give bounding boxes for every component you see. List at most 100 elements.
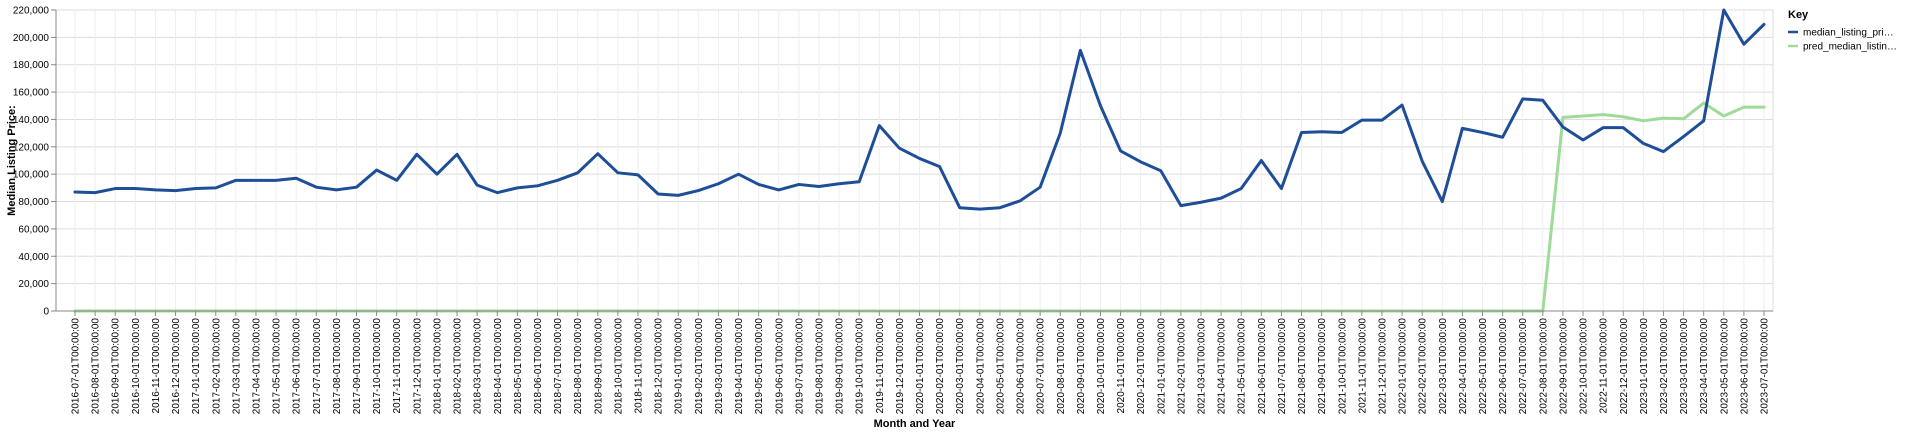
x-tick-label: 2022-09-01T00:00:00	[1558, 318, 1569, 415]
x-tick-label: 2022-05-01T00:00:00	[1478, 318, 1489, 415]
x-tick-label: 2022-11-01T00:00:00	[1599, 318, 1610, 414]
x-tick-label: 2017-03-01T00:00:00	[231, 318, 242, 415]
x-tick-label: 2020-11-01T00:00:00	[1116, 318, 1127, 414]
x-tick-label: 2017-11-01T00:00:00	[392, 318, 403, 414]
legend-title: Key	[1788, 9, 1809, 21]
x-tick-label: 2017-12-01T00:00:00	[412, 318, 423, 415]
x-tick-label: 2019-08-01T00:00:00	[814, 318, 825, 415]
x-tick-label: 2023-05-01T00:00:00	[1719, 318, 1730, 415]
x-tick-label: 2019-02-01T00:00:00	[694, 318, 705, 415]
x-tick-label: 2022-06-01T00:00:00	[1498, 318, 1509, 415]
x-tick-label: 2020-09-01T00:00:00	[1076, 318, 1087, 415]
x-tick-label: 2021-09-01T00:00:00	[1317, 318, 1328, 415]
y-tick-label: 180,000	[13, 60, 50, 71]
x-tick-label: 2018-12-01T00:00:00	[654, 318, 665, 415]
x-tick-label: 2018-11-01T00:00:00	[634, 318, 645, 414]
legend-label-0: median_listing_pri…	[1803, 28, 1894, 39]
y-tick-label: 20,000	[18, 279, 49, 290]
x-tick-label: 2022-01-01T00:00:00	[1398, 318, 1409, 415]
x-tick-label: 2022-08-01T00:00:00	[1538, 318, 1549, 415]
x-tick-label: 2020-06-01T00:00:00	[1016, 318, 1027, 415]
x-tick-label: 2017-07-01T00:00:00	[312, 318, 323, 415]
y-tick-label: 60,000	[18, 224, 49, 235]
x-tick-label: 2017-01-01T00:00:00	[191, 318, 202, 415]
x-tick-label: 2016-10-01T00:00:00	[131, 318, 142, 415]
y-tick-label: 0	[43, 307, 49, 318]
x-tick-label: 2019-01-01T00:00:00	[674, 318, 685, 415]
x-tick-label: 2019-07-01T00:00:00	[794, 318, 805, 415]
y-tick-label: 80,000	[18, 197, 49, 208]
y-tick-label: 160,000	[13, 88, 50, 99]
plot-frame	[55, 9, 1774, 312]
x-tick-label: 2017-05-01T00:00:00	[272, 318, 283, 415]
x-tick-label: 2023-02-01T00:00:00	[1659, 318, 1670, 415]
x-tick-label: 2020-07-01T00:00:00	[1036, 318, 1047, 415]
x-tick-label: 2017-04-01T00:00:00	[251, 318, 262, 415]
x-tick-label: 2021-05-01T00:00:00	[1237, 318, 1248, 415]
y-tick-label: 140,000	[13, 115, 50, 126]
gridlines	[56, 9, 1773, 312]
x-tick-label: 2022-10-01T00:00:00	[1579, 318, 1590, 415]
legend-label-1: pred_median_listin…	[1803, 42, 1897, 53]
x-tick-label: 2021-01-01T00:00:00	[1156, 318, 1167, 415]
y-axis: 0 20,000 40,000 60,000 80,000 100,000 120,000 1…	[13, 6, 57, 318]
y-tick-label: 40,000	[18, 252, 49, 263]
x-tick-label: 2020-10-01T00:00:00	[1096, 318, 1107, 415]
x-tick-label: 2020-12-01T00:00:00	[1136, 318, 1147, 415]
x-tick-label: 2021-02-01T00:00:00	[1176, 318, 1187, 415]
x-tick-label: 2018-08-01T00:00:00	[573, 318, 584, 415]
x-tick-label: 2021-06-01T00:00:00	[1257, 318, 1268, 415]
x-tick-label: 2023-07-01T00:00:00	[1760, 318, 1771, 415]
y-tick-label: 120,000	[13, 142, 50, 153]
y-tick-label: 200,000	[13, 33, 50, 44]
x-tick-label: 2019-03-01T00:00:00	[714, 318, 725, 415]
series-line-0	[73, 8, 1766, 211]
x-tick-label: 2018-04-01T00:00:00	[493, 318, 504, 415]
legend: Key median_listing_pri… pred_median_listi…	[1788, 9, 1897, 53]
x-tick-label: 2019-09-01T00:00:00	[835, 318, 846, 415]
x-tick-label: 2016-09-01T00:00:00	[111, 318, 122, 415]
x-tick-label: 2019-04-01T00:00:00	[734, 318, 745, 415]
x-tick-label: 2023-04-01T00:00:00	[1699, 318, 1710, 415]
x-tick-label: 2018-02-01T00:00:00	[453, 318, 464, 415]
x-tick-label: 2020-01-01T00:00:00	[915, 318, 926, 415]
x-tick-label: 2017-08-01T00:00:00	[332, 318, 343, 415]
x-tick-label: 2022-07-01T00:00:00	[1518, 318, 1529, 415]
x-tick-label: 2018-07-01T00:00:00	[553, 318, 564, 415]
x-tick-label: 2016-08-01T00:00:00	[91, 318, 102, 415]
x-tick-label: 2018-05-01T00:00:00	[513, 318, 524, 415]
x-tick-label: 2020-05-01T00:00:00	[995, 318, 1006, 415]
x-tick-label: 2020-08-01T00:00:00	[1056, 318, 1067, 415]
x-tick-label: 2022-04-01T00:00:00	[1458, 318, 1469, 415]
x-tick-label: 2018-09-01T00:00:00	[593, 318, 604, 415]
x-tick-label: 2021-07-01T00:00:00	[1277, 318, 1288, 415]
x-tick-label: 2016-07-01T00:00:00	[71, 318, 82, 415]
x-tick-label: 2017-06-01T00:00:00	[292, 318, 303, 415]
y-tick-label: 100,000	[13, 170, 50, 181]
x-tick-label: 2018-03-01T00:00:00	[473, 318, 484, 415]
x-tick-label: 2023-03-01T00:00:00	[1679, 318, 1690, 415]
x-tick-label: 2021-04-01T00:00:00	[1217, 318, 1228, 415]
x-tick-label: 2018-01-01T00:00:00	[432, 318, 443, 415]
x-tick-label: 2023-01-01T00:00:00	[1639, 318, 1650, 415]
y-tick-label: 220,000	[13, 6, 50, 17]
x-tick-label: 2020-03-01T00:00:00	[955, 318, 966, 415]
x-tick-label: 2020-04-01T00:00:00	[975, 318, 986, 415]
x-axis: 2016-07-01T00:00:00 2016-08-01T00:00:00 20…	[56, 310, 1773, 415]
x-tick-label: 2019-10-01T00:00:00	[855, 318, 866, 415]
x-tick-label: 2023-06-01T00:00:00	[1739, 318, 1750, 415]
x-tick-label: 2016-11-01T00:00:00	[151, 318, 162, 414]
x-tick-label: 2019-11-01T00:00:00	[875, 318, 886, 414]
x-tick-label: 2022-02-01T00:00:00	[1418, 318, 1429, 415]
x-tick-label: 2021-10-01T00:00:00	[1337, 318, 1348, 415]
x-tick-label: 2020-02-01T00:00:00	[935, 318, 946, 415]
x-tick-label: 2021-03-01T00:00:00	[1197, 318, 1208, 415]
x-tick-label: 2021-12-01T00:00:00	[1377, 318, 1388, 415]
y-axis-title: Median Listing Price:	[6, 105, 18, 216]
x-tick-label: 2016-12-01T00:00:00	[171, 318, 182, 415]
x-tick-label: 2021-11-01T00:00:00	[1357, 318, 1368, 414]
x-tick-label: 2022-12-01T00:00:00	[1619, 318, 1630, 415]
x-tick-label: 2019-12-01T00:00:00	[895, 318, 906, 415]
x-tick-label: 2017-02-01T00:00:00	[211, 318, 222, 415]
